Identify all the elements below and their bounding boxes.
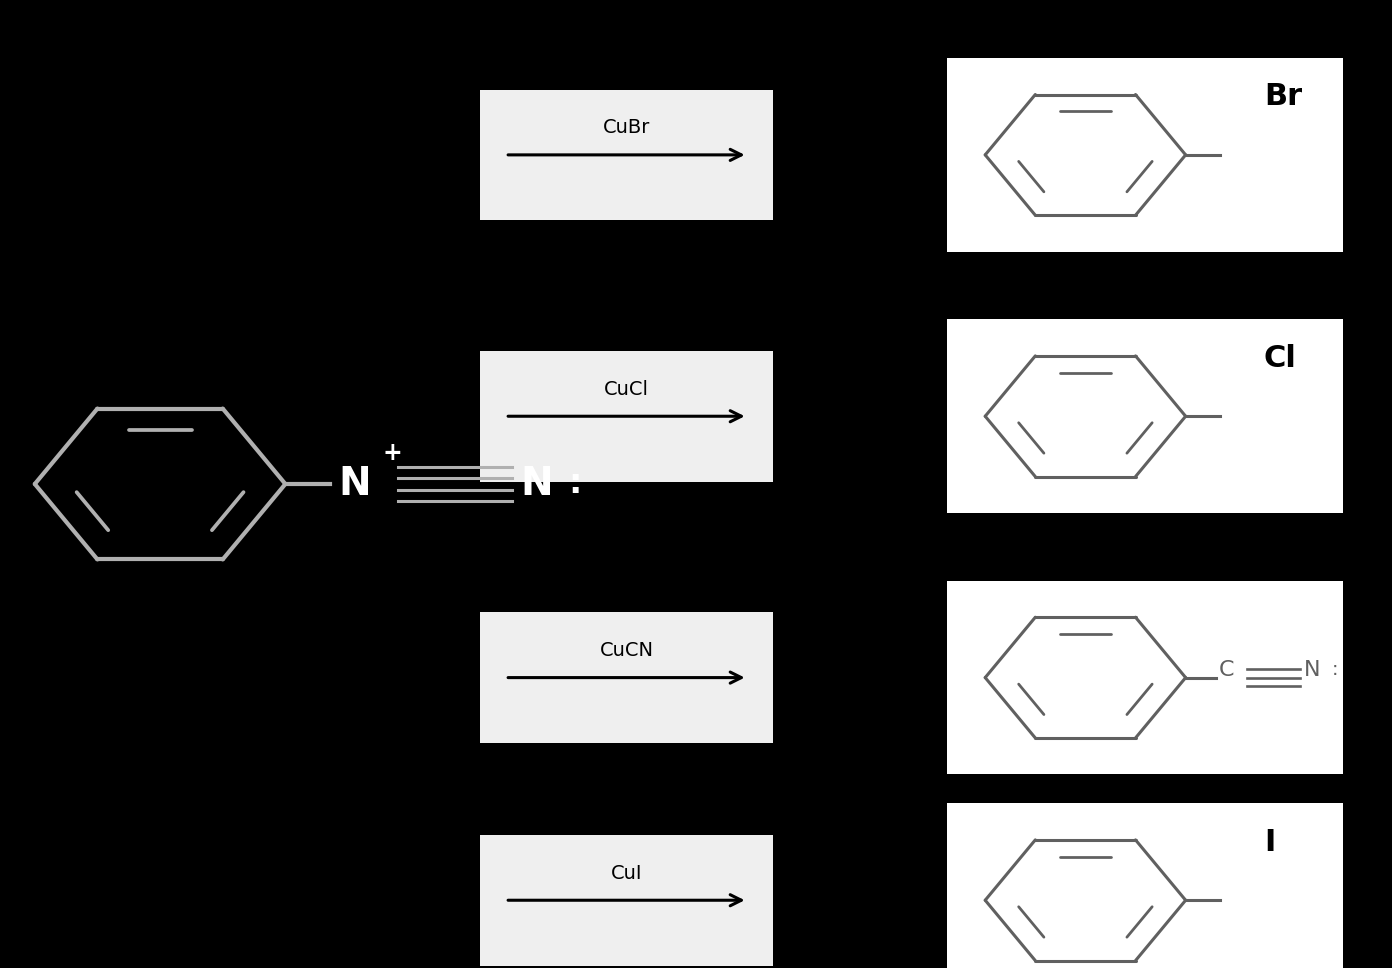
Bar: [947, 581, 1343, 774]
Text: N: N: [1304, 660, 1321, 680]
Text: Cl: Cl: [1264, 344, 1297, 373]
Bar: [480, 834, 773, 966]
Text: CuBr: CuBr: [603, 118, 650, 137]
Text: I: I: [1264, 828, 1275, 857]
Text: CuCl: CuCl: [604, 379, 649, 399]
Bar: [480, 89, 773, 221]
Bar: [947, 58, 1343, 252]
Text: N: N: [521, 465, 553, 503]
Bar: [947, 803, 1343, 968]
Text: :: :: [1332, 660, 1338, 680]
Text: CuI: CuI: [611, 863, 642, 883]
Text: C: C: [1219, 660, 1235, 680]
Text: CuCN: CuCN: [600, 641, 653, 660]
Text: Br: Br: [1264, 82, 1302, 111]
Bar: [947, 319, 1343, 513]
Bar: [480, 351, 773, 482]
Text: N: N: [338, 465, 370, 503]
Text: :: :: [568, 467, 582, 499]
Bar: [480, 613, 773, 743]
Text: +: +: [383, 441, 402, 465]
